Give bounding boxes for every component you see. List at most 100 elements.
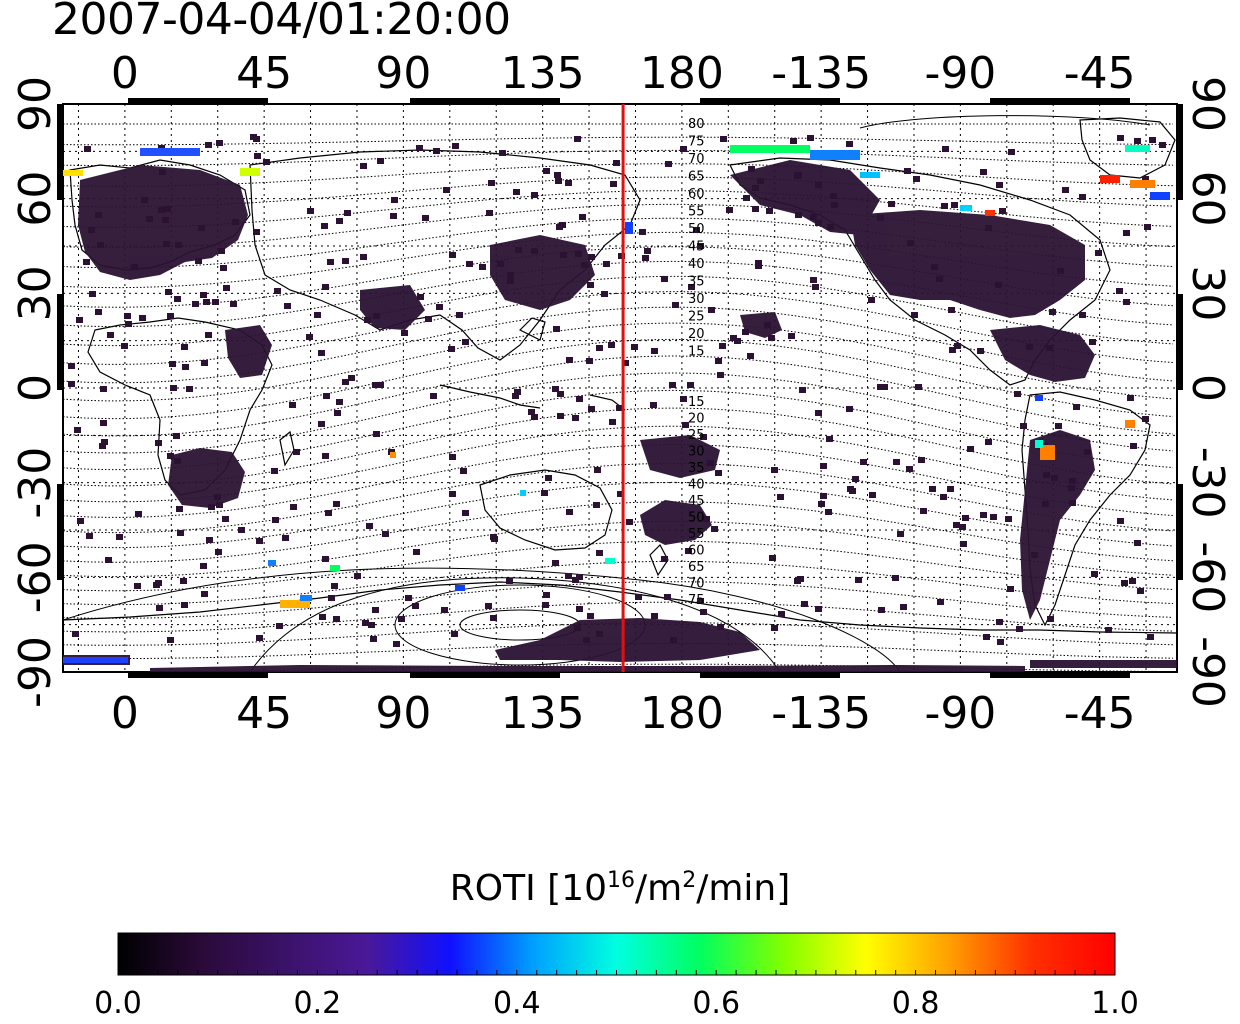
roti-cell	[1159, 142, 1166, 148]
colorbar-tick-label: 0.6	[692, 986, 741, 1021]
roti-cell	[980, 512, 987, 518]
roti-scattered-cells	[68, 134, 1169, 647]
roti-cell	[608, 342, 615, 348]
roti-cell	[124, 313, 131, 319]
contour-label: 25	[688, 310, 705, 325]
magnetic-contour	[63, 149, 1174, 167]
roti-cell	[169, 361, 176, 367]
roti-cell	[1016, 626, 1023, 632]
colorbar	[117, 932, 1116, 976]
roti-cell	[664, 594, 671, 600]
roti-cell	[1149, 137, 1156, 143]
roti-cell	[322, 556, 329, 562]
roti-cell	[707, 460, 714, 466]
contour-label: 15	[688, 395, 705, 410]
roti-cell	[687, 382, 694, 388]
roti-cell	[644, 248, 651, 254]
roti-cell	[820, 493, 827, 499]
roti-cell	[626, 519, 633, 525]
roti-cell	[790, 138, 797, 144]
roti-cell	[167, 637, 174, 643]
roti-cell	[574, 625, 581, 631]
roti-cell	[807, 135, 814, 141]
roti-cell	[282, 535, 289, 541]
roti-cell	[827, 224, 834, 230]
roti-cell	[368, 622, 375, 628]
roti-cell	[293, 449, 300, 455]
roti-cell	[1130, 443, 1137, 449]
roti-cell	[672, 302, 679, 308]
roti-cell	[635, 594, 642, 600]
roti-cell	[456, 312, 463, 318]
roti-cell	[182, 364, 189, 370]
roti-cell	[175, 242, 182, 248]
contour-label: 40	[688, 478, 705, 493]
roti-cell	[203, 299, 210, 305]
roti-cell	[528, 409, 535, 415]
roti-cell	[364, 317, 371, 323]
roti-cell	[181, 602, 188, 608]
roti-cell	[869, 492, 876, 498]
roti-cell	[490, 615, 497, 621]
roti-map: 8075706560555045403530252015152025303540…	[10, 48, 1233, 739]
roti-cell	[1091, 571, 1098, 577]
roti-cell	[325, 510, 332, 516]
roti-cell	[560, 252, 567, 258]
roti-cell	[153, 582, 160, 588]
roti-cell	[868, 297, 875, 303]
bottom-lon-label: -45	[1064, 688, 1136, 739]
roti-cell	[88, 227, 95, 233]
roti-cell	[951, 202, 958, 208]
roti-cell	[134, 583, 141, 589]
roti-cell	[215, 549, 222, 555]
magnetic-contour	[63, 540, 1174, 592]
roti-cell	[771, 467, 778, 473]
contour-label: 70	[688, 152, 705, 167]
roti-cell	[565, 180, 572, 186]
roti-cell	[515, 247, 522, 253]
roti-cell	[962, 515, 969, 521]
roti-cell	[794, 578, 801, 584]
roti-cell	[354, 573, 361, 579]
roti-cell	[717, 372, 724, 378]
roti-cell	[977, 348, 984, 354]
roti-cell	[596, 631, 603, 637]
magnetic-contour	[63, 355, 1174, 437]
roti-cell	[1057, 268, 1064, 274]
roti-cell	[276, 623, 283, 629]
roti-cell	[417, 294, 424, 300]
roti-cell	[588, 254, 595, 260]
roti-cell	[553, 326, 560, 332]
magnetic-contour	[63, 560, 1174, 606]
roti-cell	[99, 443, 106, 449]
bottom-lon-label: -90	[924, 688, 996, 739]
roti-cell	[777, 494, 784, 500]
roti-cell	[717, 624, 724, 630]
roti-cell	[449, 252, 456, 258]
roti-cell	[847, 486, 854, 492]
roti-cell	[996, 619, 1003, 625]
roti-cell	[443, 187, 450, 193]
roti-cell	[703, 516, 710, 522]
roti-cell	[206, 537, 213, 543]
contour-label: 55	[688, 205, 705, 220]
roti-cell	[333, 501, 340, 507]
map-timestamp-title: 2007-04-04/01:20:00	[52, 0, 511, 45]
roti-cell	[953, 522, 960, 528]
roti-cell	[682, 422, 689, 428]
roti-cell	[820, 463, 827, 469]
roti-cell	[574, 136, 581, 142]
roti-cell	[271, 468, 278, 474]
roti-cell	[176, 506, 183, 512]
roti-cell	[253, 229, 260, 235]
top-longitude-labels: 0 45 90 135 180 -135 -90 -45	[111, 48, 1136, 99]
roti-cell	[1007, 586, 1014, 592]
contour-label: 15	[688, 345, 705, 360]
right-lat-label: -90	[1182, 636, 1233, 708]
roti-cell	[583, 637, 590, 643]
right-latitude-labels: 90 60 30 0 -30 -60 -90	[1182, 76, 1233, 708]
roti-cell	[948, 307, 955, 313]
roti-cell	[513, 189, 520, 195]
roti-cell	[479, 264, 486, 270]
roti-cell	[141, 197, 148, 203]
